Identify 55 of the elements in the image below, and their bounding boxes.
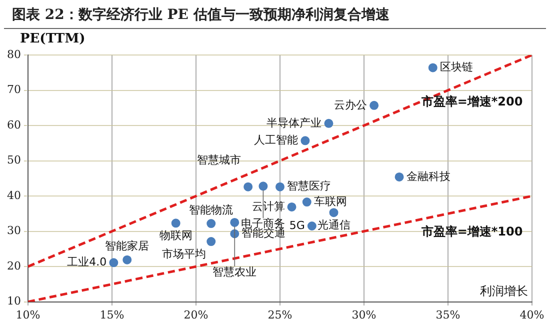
y-tick-label: 50: [6, 154, 21, 167]
annotation: 智能家居: [105, 240, 150, 253]
point: [370, 100, 379, 110]
annotation: 智能交通: [242, 226, 286, 240]
x-tick-label: 30%: [352, 308, 376, 322]
x-tick-label: 20%: [184, 308, 208, 322]
x-tick-label: 10%: [16, 308, 40, 322]
point: [329, 208, 338, 218]
point: [307, 221, 316, 230]
series-label: 市盈率=增速*100: [420, 224, 523, 239]
y-tick-label: 30: [6, 224, 21, 238]
annotation: 光通信: [317, 218, 350, 232]
y-tick-label: 60: [6, 118, 21, 132]
annotation: 智慧城市: [197, 154, 242, 167]
point: [300, 136, 310, 146]
point: [258, 182, 268, 191]
annotation: 智能物流: [189, 203, 234, 216]
annotation: 车联网: [314, 194, 347, 208]
y-tick-label: 80: [6, 48, 21, 61]
chart-title: 图表 22：数字经济行业 PE 估值与一致预期净利润复合增速: [4, 0, 546, 29]
point: [302, 198, 312, 207]
point: [230, 218, 240, 227]
y-tick-label: 20: [6, 259, 21, 272]
annotation: 区块链: [440, 60, 473, 74]
point: [276, 182, 284, 192]
annotation: 金融科技: [406, 170, 450, 183]
x-tick-label: 40%: [520, 308, 544, 322]
annotation: 智慧农业: [212, 265, 257, 278]
series-label: 市盈率=增速*200: [420, 94, 523, 108]
point: [244, 182, 253, 192]
point: [122, 255, 132, 264]
annotation: 市场平均: [162, 247, 206, 260]
annotation: 云办公: [334, 98, 368, 112]
x-tick-label: 15%: [100, 308, 124, 322]
annotation: 物联网: [159, 229, 192, 242]
annotation: 半导体产业: [266, 116, 322, 130]
y-tick-label: 40: [6, 188, 21, 202]
point: [394, 172, 404, 182]
point: [287, 202, 296, 212]
point: [206, 237, 216, 246]
point: [324, 118, 334, 128]
point: [171, 218, 180, 228]
annotation: 智慧医疗: [287, 180, 331, 193]
y-axis-title: PE(TTM): [20, 31, 86, 46]
y-tick-label: 10: [6, 294, 21, 308]
point: [206, 219, 216, 228]
annotation: 工业4.0: [67, 256, 107, 269]
point: [428, 63, 438, 72]
x-tick-label: 25%: [268, 308, 292, 322]
x-axis-title: 利润增长: [480, 284, 528, 298]
x-tick-label: 35%: [436, 308, 460, 322]
annotation: 5G: [289, 218, 305, 232]
point: [109, 258, 118, 268]
y-tick-label: 70: [6, 83, 21, 96]
annotation: 人工智能: [254, 134, 298, 147]
